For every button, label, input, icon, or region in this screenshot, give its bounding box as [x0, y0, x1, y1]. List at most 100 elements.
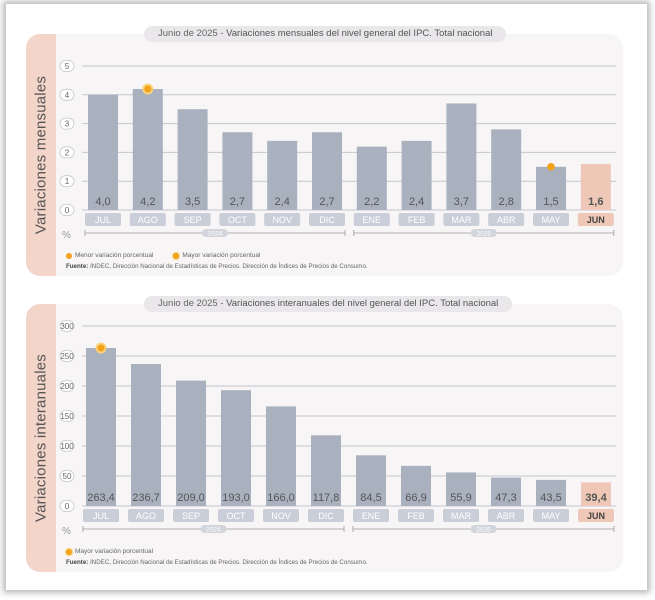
- category-pill: [443, 509, 479, 522]
- category-pill: [488, 213, 525, 226]
- y-tick-label: 4: [65, 91, 70, 100]
- category-label: ABR: [497, 215, 516, 225]
- y-tick-pill: [59, 410, 75, 422]
- category-pill: [309, 213, 345, 226]
- bar-may: [536, 479, 566, 506]
- bar-ene: [356, 455, 386, 506]
- monthly-bar-chart: 0 1 2 3 4 5% 4,0 JUL 4,2 AGO 3,5 SEP 2,7 OCT 2,4 NOV 2,7…: [59, 60, 616, 241]
- legend-label: Mayor variación porcentual: [182, 252, 261, 259]
- category-pill: [578, 509, 614, 522]
- category-label: OCT: [227, 511, 247, 521]
- bar-ago: [132, 89, 163, 210]
- bar-jul: [86, 347, 116, 506]
- category-label: ENE: [363, 215, 382, 225]
- source-note: Fuente: INDEC, Dirección Nacional de Est…: [66, 559, 368, 566]
- value-label: 193,0: [222, 492, 250, 504]
- y-tick-label: 100: [60, 442, 74, 451]
- y-tick-pill: [59, 440, 75, 452]
- legend-label: Mayor variación porcentual: [75, 548, 154, 555]
- value-label: 2,7: [230, 196, 245, 208]
- bar-sep: [177, 109, 208, 210]
- legend-label: Menor variación porcentual: [75, 252, 154, 259]
- year-pill: [470, 525, 497, 533]
- min-marker: [547, 163, 555, 171]
- bar-abr: [491, 477, 521, 506]
- bar-jun: [581, 482, 611, 506]
- category-label: MAR: [451, 511, 472, 521]
- side-label-band: Variaciones mensuales: [26, 34, 56, 276]
- category-pill: [219, 213, 256, 226]
- max-marker: [144, 85, 152, 93]
- y-tick: 200: [59, 380, 75, 392]
- y-tick-label: 1: [65, 177, 70, 186]
- year-label: 2024: [206, 527, 221, 534]
- y-tick-pill: [59, 350, 75, 362]
- category-label: DIC: [319, 215, 335, 225]
- category-pill: [533, 213, 569, 226]
- category-pill: [173, 509, 209, 522]
- category-pill: [533, 509, 569, 522]
- category-label: ENE: [362, 511, 381, 521]
- yearly-panel: Variaciones interanuales Junio de 2025 -…: [26, 296, 623, 572]
- category-label: MAY: [542, 215, 561, 225]
- legend: Mayor variación porcentual: [66, 548, 153, 555]
- category-label: DIC: [318, 511, 334, 521]
- y-tick-pill: [59, 320, 75, 332]
- bar-feb: [401, 465, 431, 506]
- category-pill: [128, 509, 164, 522]
- value-label: 2,4: [275, 196, 290, 208]
- bar-mar: [446, 472, 476, 506]
- y-tick: 4: [59, 88, 75, 101]
- value-label: 55,9: [450, 492, 471, 504]
- bar-dic: [312, 132, 342, 210]
- category-pill: [353, 509, 389, 522]
- side-label-band: Variaciones interanuales: [26, 304, 56, 572]
- chart-title-prefix: Junio de 2025 -: [158, 298, 227, 309]
- source-text: INDEC, Dirección Nacional de Estadística…: [90, 559, 368, 566]
- category-pill: [129, 213, 166, 226]
- legend: Menor variación porcentual Mayor variaci…: [66, 252, 260, 259]
- y-tick-label: 0: [65, 206, 70, 215]
- value-label: 47,3: [495, 492, 516, 504]
- marker-ring-icon: [66, 548, 72, 555]
- marker-dot-icon: [66, 252, 72, 259]
- chart-title: Junio de 2025 - Variaciones interanuales…: [144, 296, 513, 312]
- category-label: AGO: [136, 511, 156, 521]
- year-bracket: 2024: [82, 525, 345, 534]
- category-label: JUN: [587, 215, 605, 225]
- source-note: Fuente: INDEC, Dirección Nacional de Est…: [66, 263, 368, 270]
- y-tick: 3: [59, 117, 75, 130]
- y-tick-label: 3: [65, 120, 70, 129]
- year-bracket: 2025: [352, 525, 615, 534]
- category-pill: [218, 509, 254, 522]
- year-pill: [200, 525, 227, 533]
- category-pill: [263, 509, 299, 522]
- y-tick: 100: [59, 440, 75, 452]
- y-tick-pill: [59, 204, 75, 216]
- bar-oct: [221, 390, 251, 506]
- side-label: Variaciones interanuales: [32, 354, 50, 522]
- value-label: 236,7: [132, 492, 160, 504]
- year-label: 2025: [477, 231, 492, 238]
- year-label: 2025: [476, 527, 491, 534]
- value-label: 84,5: [360, 492, 381, 504]
- category-label: AGO: [138, 215, 158, 225]
- value-label: 3,7: [454, 196, 469, 208]
- source-label: Fuente:: [66, 263, 89, 270]
- y-tick-pill: [59, 500, 75, 512]
- category-pill: [83, 509, 119, 522]
- value-label: 66,9: [405, 492, 426, 504]
- y-tick-pill: [59, 60, 75, 72]
- max-marker: [97, 344, 105, 352]
- y-tick-pill: [59, 88, 75, 101]
- legend-item-max: Mayor variación porcentual: [173, 252, 260, 259]
- monthly-panel: Variaciones mensuales Junio de 2025 - Va…: [26, 26, 623, 276]
- y-tick-label: 300: [60, 322, 74, 331]
- source-label: Fuente:: [66, 559, 89, 566]
- y-tick: 0: [59, 500, 75, 512]
- y-tick-label: 0: [65, 502, 70, 511]
- y-tick-pill: [59, 380, 75, 392]
- value-label: 2,4: [409, 196, 424, 208]
- value-label: 209,0: [177, 492, 205, 504]
- yearly-bar-chart: 0 50 100 150 200 250 300% 263,4 JUL 236,7 AGO 209,0…: [59, 320, 616, 537]
